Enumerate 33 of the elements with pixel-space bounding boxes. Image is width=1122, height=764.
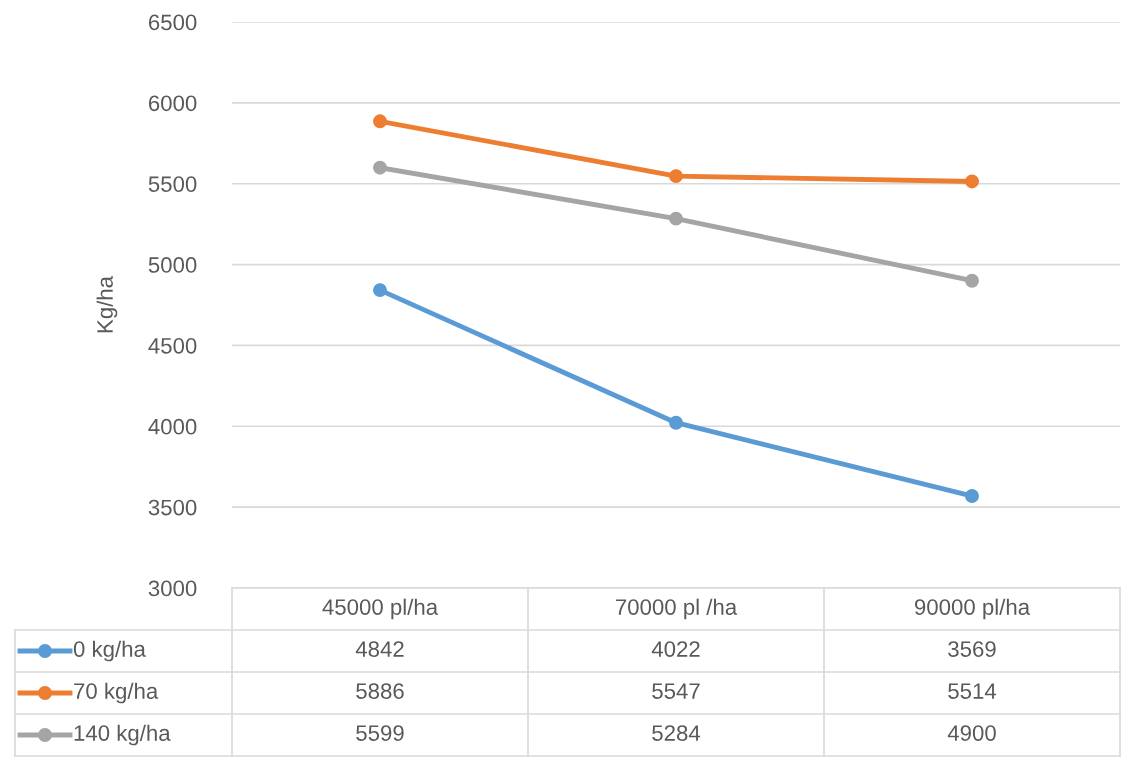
- x-tick-label: 70000 pl /ha: [615, 598, 738, 620]
- y-tick-label: 5000: [148, 257, 197, 273]
- y-tick-label: 5500: [148, 176, 197, 192]
- data-label: 4900: [947, 725, 996, 741]
- point: [669, 169, 683, 184]
- x-tick-label: 90000 pl/ha: [914, 598, 1031, 620]
- y-tick-label: 6500: [148, 14, 197, 31]
- legend-label: 0 kg/ha: [73, 640, 146, 662]
- data-label: 5886: [356, 683, 404, 699]
- data-label: 4022: [651, 641, 700, 657]
- y-tick-label: 4500: [148, 337, 197, 354]
- data-label: 5284: [652, 725, 701, 741]
- point: [373, 283, 387, 298]
- y-axis-title: Kg/ha: [96, 275, 118, 333]
- point: [965, 273, 979, 288]
- y-tick-label: 4000: [148, 418, 197, 435]
- y-tick-label: 6000: [148, 95, 197, 112]
- data-label: 5599: [356, 725, 404, 741]
- point: [965, 489, 979, 503]
- data-label: 4842: [355, 641, 404, 657]
- y-tick-label: 3000: [148, 580, 197, 597]
- data-label: 5514: [948, 683, 997, 699]
- legend-label: 70 kg/ha: [74, 682, 159, 704]
- y-tick-label: 3500: [148, 499, 197, 516]
- legend-label: 140 kg/ha: [74, 724, 171, 746]
- x-tick-label: 45000 pl/ha: [322, 598, 439, 620]
- point: [669, 415, 683, 430]
- data-label: 3569: [948, 641, 996, 657]
- point: [373, 114, 387, 129]
- point: [965, 174, 979, 189]
- point: [373, 160, 387, 175]
- point: [669, 211, 683, 226]
- data-label: 5547: [652, 683, 700, 699]
